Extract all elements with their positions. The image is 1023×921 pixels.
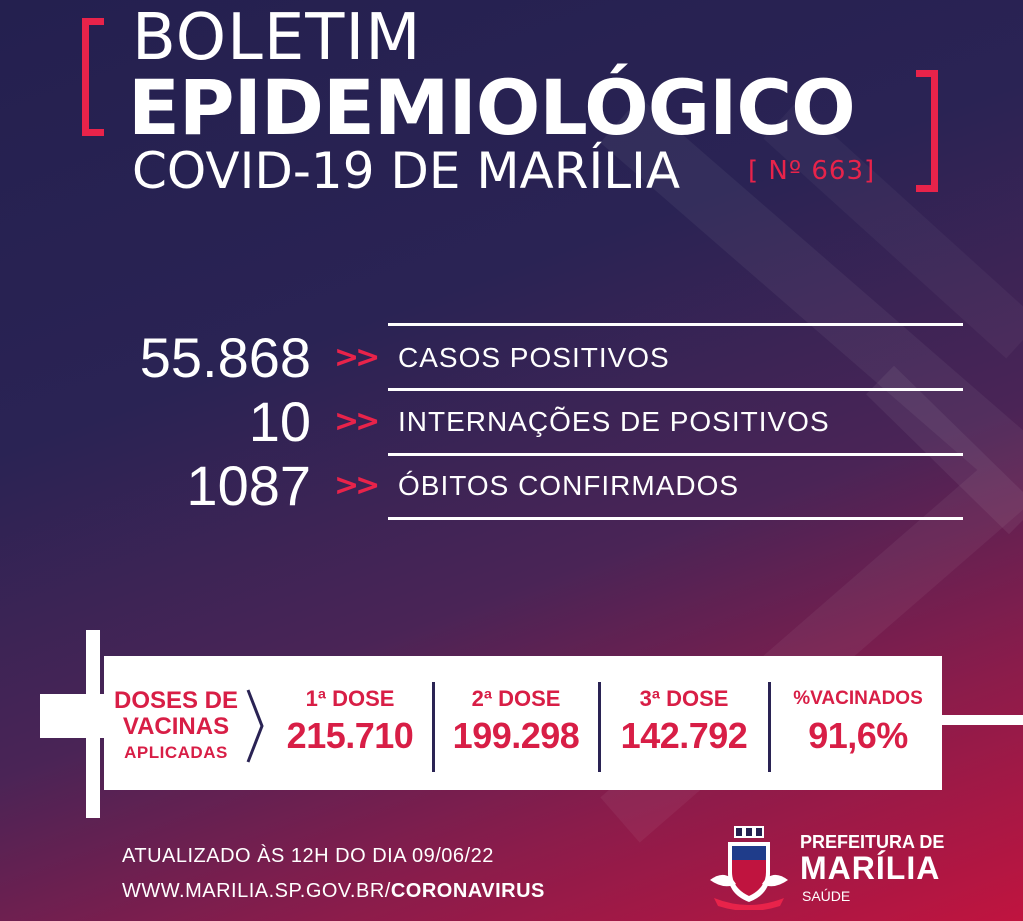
title-bracket-right [916,70,938,192]
updated-text: ATUALIZADO ÀS 12H DO DIA 09/06/22 [122,845,494,867]
stat-arrow-icon: >> [334,340,380,375]
stat-arrow-icon: >> [334,404,380,439]
title-bracket-left [82,18,104,136]
chevron-right-icon [246,689,264,763]
stat-label-hospitalizations: INTERNAÇÕES DE POSITIVOS [398,406,830,437]
dose-divider [598,682,601,772]
dose-2-label: 2ª DOSE [471,686,561,711]
city-crest-icon [710,826,788,910]
title-covid-marilia: COVID-19 DE MARÍLIA [132,142,681,200]
dose-3: 3ª DOSE 142.792 [606,684,762,758]
stat-value-cases: 55.868 [139,326,311,389]
website-url-prefix: WWW.MARILIA.SP.GOV.BR/ [122,880,391,902]
website-link[interactable]: WWW.MARILIA.SP.GOV.BR/CORONAVIRUS [122,880,545,903]
vaccine-panel [104,656,942,790]
dose-2-value: 199.298 [452,715,580,756]
syringe-handle-icon [40,694,106,738]
vaccinated-percent: %VACINADOS 91,6% [778,684,938,758]
stat-value-hospitalizations: 10 [248,390,311,453]
stat-label-cases: CASOS POSITIVOS [398,342,670,373]
vaccinated-percent-label: %VACINADOS [793,688,923,709]
dose-3-value: 142.792 [620,715,748,756]
edition-number: [ Nº 663] [748,156,876,186]
dose-1: 1ª DOSE 215.710 [278,684,422,758]
title-boletim: BOLETIM [132,1,422,75]
syringe-needle-icon [938,715,1023,725]
dose-1-value: 215.710 [286,715,414,756]
title-epidemiologico: EPIDEMIOLÓGICO [128,63,856,152]
dose-divider [768,682,771,772]
dose-2: 2ª DOSE 199.298 [440,684,592,758]
dose-3-label: 3ª DOSE [639,686,729,711]
stats-rule [388,453,963,456]
website-url-bold: CORONAVIRUS [390,880,545,902]
dose-1-label: 1ª DOSE [305,686,395,711]
vaccine-title-line2: VACINAS [122,713,230,740]
prefeitura-line2: MARÍLIA [800,850,941,886]
vaccine-title-line3: APLICADAS [124,743,228,762]
stats-rule-bottom [388,517,963,520]
vaccine-title-line1: DOSES DE [113,687,239,714]
prefeitura-line1: PREFEITURA DE [800,832,945,852]
stats-rule [388,388,963,391]
stats-rule-top [388,323,963,326]
vaccine-panel-title: DOSES DE VACINAS APLICADAS [110,688,242,766]
vaccinated-percent-value: 91,6% [808,715,908,756]
stat-arrow-icon: >> [334,468,380,503]
stat-value-deaths: 1087 [186,454,311,517]
dose-divider [432,682,435,772]
stat-label-deaths: ÓBITOS CONFIRMADOS [398,470,740,501]
prefeitura-line3: SAÚDE [802,888,851,904]
